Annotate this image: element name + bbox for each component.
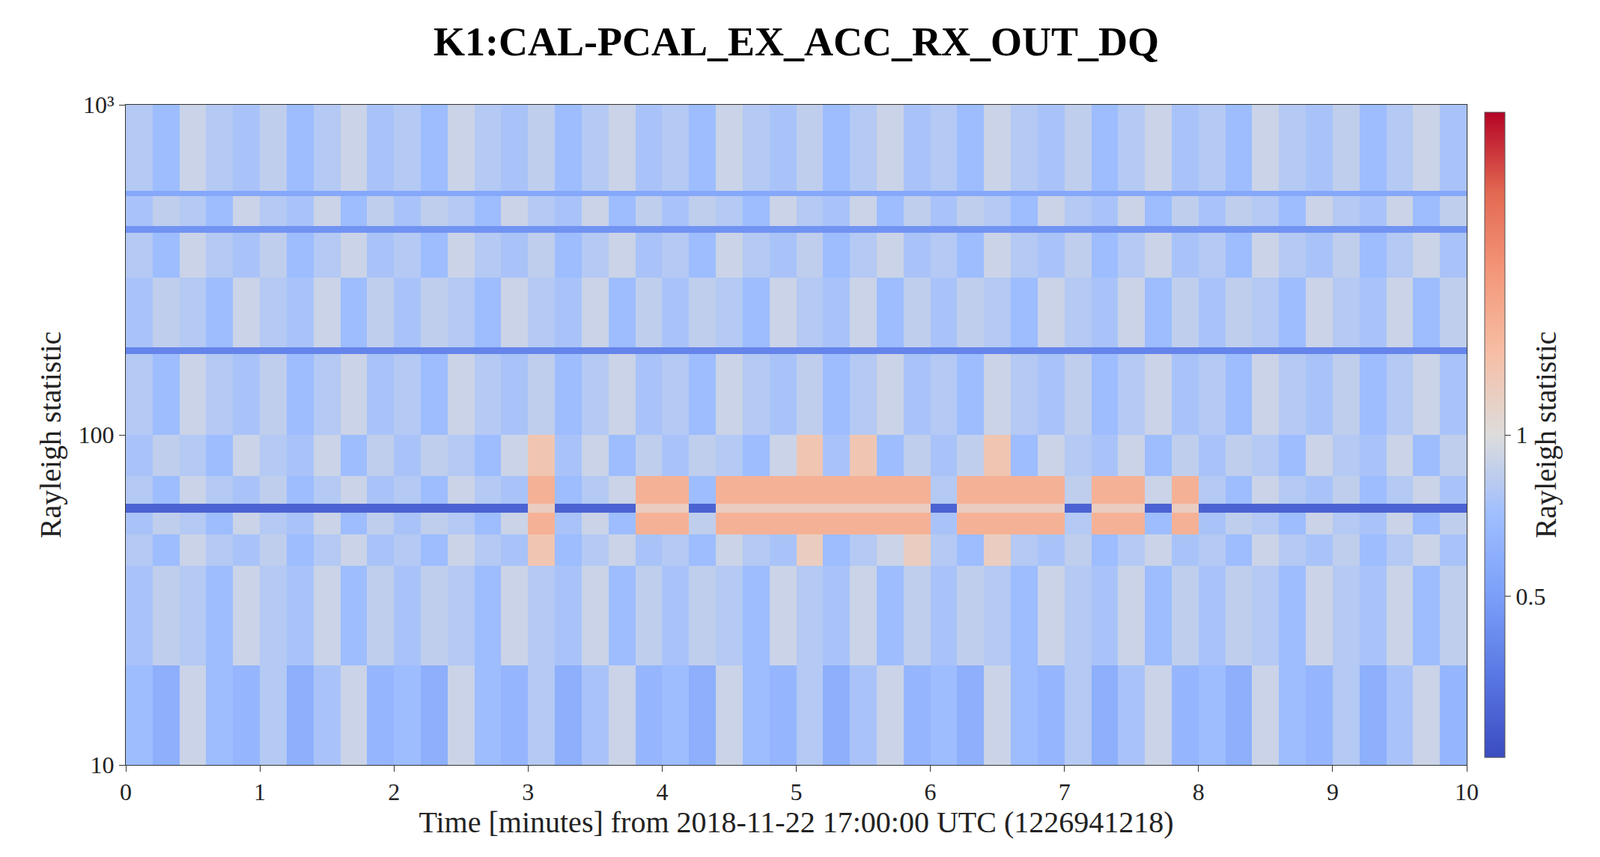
svg-text:0: 0 [119, 778, 132, 806]
svg-text:10: 10 [1454, 778, 1479, 806]
svg-text:K1:CAL-PCAL_EX_ACC_RX_OUT_DQ: K1:CAL-PCAL_EX_ACC_RX_OUT_DQ [433, 19, 1160, 65]
svg-text:9: 9 [1326, 778, 1339, 806]
svg-text:2: 2 [387, 778, 400, 806]
svg-text:1: 1 [1515, 421, 1528, 449]
svg-text:8: 8 [1192, 778, 1205, 806]
svg-text:10³: 10³ [83, 91, 115, 119]
svg-text:3: 3 [521, 778, 534, 806]
svg-text:7: 7 [1058, 778, 1071, 806]
svg-text:100: 100 [78, 421, 115, 449]
svg-text:1: 1 [253, 778, 266, 806]
svg-text:Rayleigh statistic: Rayleigh statistic [33, 331, 68, 540]
svg-text:5: 5 [790, 778, 803, 806]
svg-text:0.5: 0.5 [1515, 583, 1546, 611]
svg-text:Time [minutes] from 2018-11-22: Time [minutes] from 2018-11-22 17:00:00 … [418, 805, 1174, 840]
svg-text:6: 6 [924, 778, 937, 806]
svg-text:10: 10 [90, 751, 115, 779]
svg-text:Rayleigh statistic: Rayleigh statistic [1528, 331, 1563, 540]
svg-text:4: 4 [655, 778, 668, 806]
